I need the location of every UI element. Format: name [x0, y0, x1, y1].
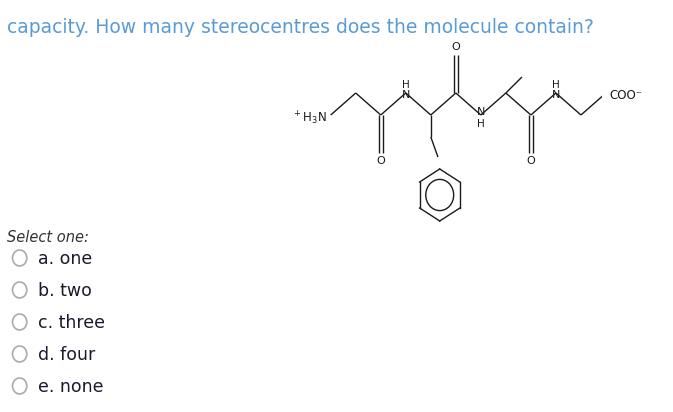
Text: COO⁻: COO⁻ [610, 89, 643, 101]
Text: N: N [402, 90, 410, 100]
Text: Select one:: Select one: [7, 230, 89, 245]
Text: a. one: a. one [38, 250, 92, 268]
Text: H: H [552, 80, 560, 90]
Text: O: O [452, 42, 460, 52]
Text: O: O [526, 156, 535, 166]
Text: capacity. How many stereocentres does the molecule contain?: capacity. How many stereocentres does th… [7, 18, 594, 37]
Text: N: N [476, 107, 485, 117]
Text: H: H [477, 119, 485, 129]
Text: H: H [402, 80, 410, 90]
Text: $^+$H$_3$N: $^+$H$_3$N [292, 109, 327, 127]
Text: O: O [376, 156, 385, 166]
Text: e. none: e. none [38, 378, 103, 396]
Text: N: N [552, 90, 560, 100]
Text: d. four: d. four [38, 346, 95, 364]
Text: c. three: c. three [38, 314, 104, 332]
Text: b. two: b. two [38, 282, 92, 300]
